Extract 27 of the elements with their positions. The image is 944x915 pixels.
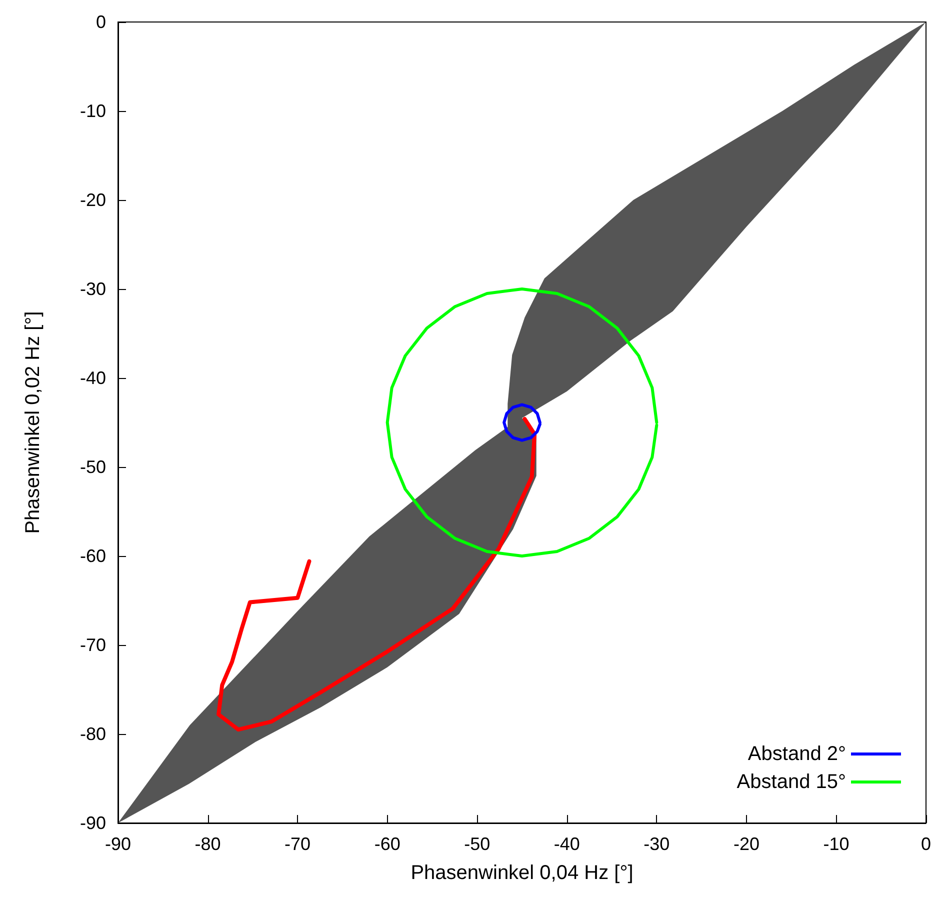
y-tick-label: -30 xyxy=(80,279,106,299)
y-tick-label: -50 xyxy=(80,457,106,477)
line-series xyxy=(216,416,537,732)
x-tick-label: -60 xyxy=(374,834,400,854)
x-tick-label: -50 xyxy=(464,834,490,854)
x-tick-label: -90 xyxy=(104,834,132,854)
x-tick-label: -70 xyxy=(284,834,311,854)
line-series xyxy=(386,288,658,558)
line-series xyxy=(502,403,542,442)
y-axis-title: Phasenwinkel 0,02 Hz [°] xyxy=(22,311,44,534)
x-tick-label: -10 xyxy=(823,834,850,854)
y-tick-label: -20 xyxy=(80,190,106,210)
legend-label: Abstand 15° xyxy=(736,771,846,793)
y-tick-label: -40 xyxy=(80,368,106,388)
y-tick-label: -70 xyxy=(80,635,106,655)
x-tick-label: -40 xyxy=(554,834,580,854)
x-tick-label: 0 xyxy=(920,834,932,854)
y-tick-label: -90 xyxy=(80,813,106,833)
x-axis-title: Phasenwinkel 0,04 Hz [°] xyxy=(410,862,634,884)
x-tick-label: -30 xyxy=(644,834,670,854)
x-tick-label: -80 xyxy=(194,834,221,854)
y-tick-label: -10 xyxy=(80,101,106,121)
y-tick-label: 0 xyxy=(96,12,106,32)
y-tick-label: -60 xyxy=(80,546,106,566)
x-tick-label: -20 xyxy=(733,834,760,854)
legend-label: Abstand 2° xyxy=(748,743,846,765)
y-tick-label: -80 xyxy=(80,724,106,744)
